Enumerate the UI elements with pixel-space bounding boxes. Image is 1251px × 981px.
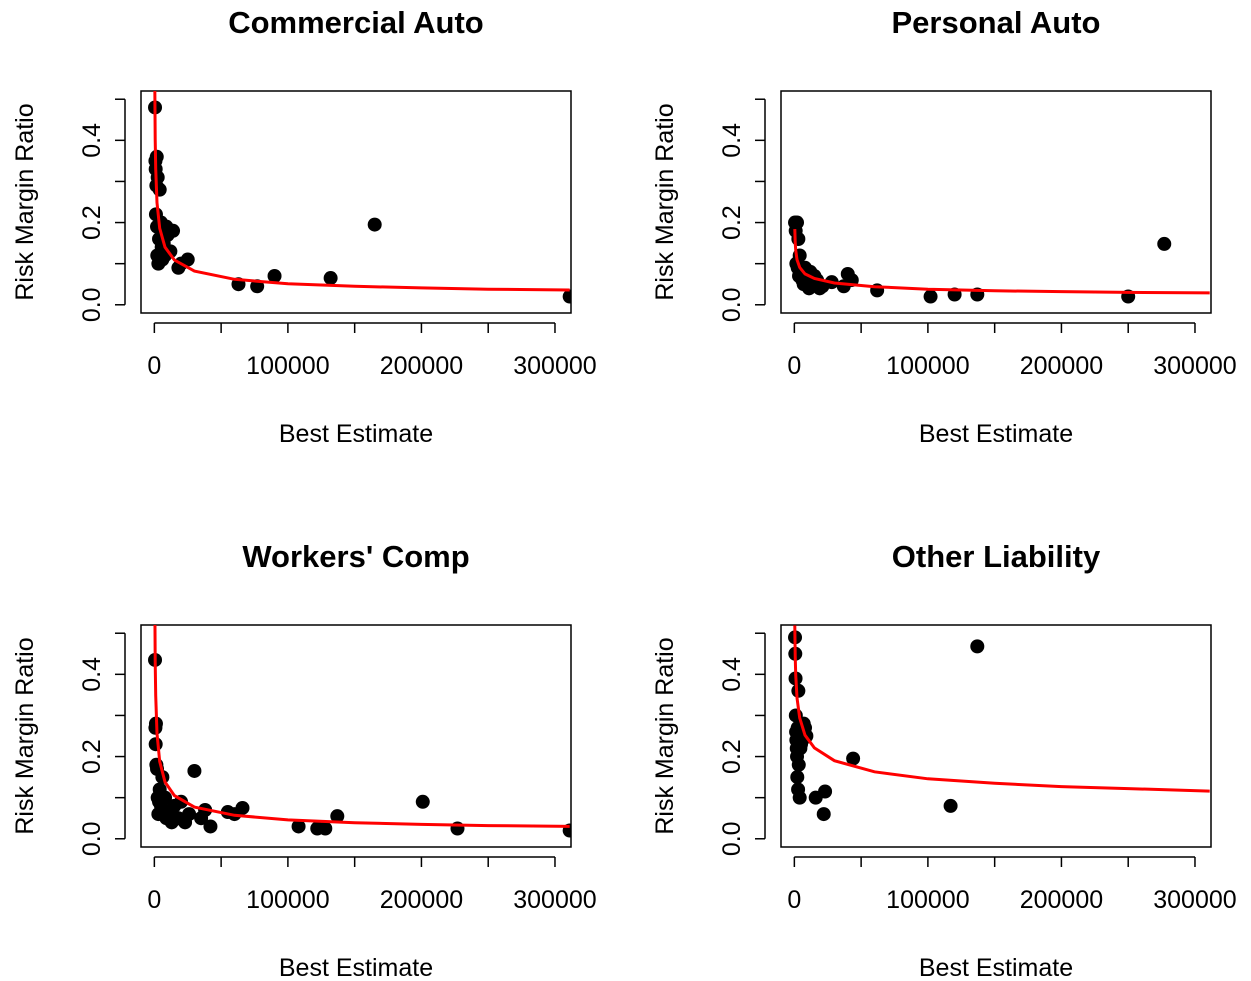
data-point — [148, 737, 163, 752]
y-tick-label: 0.0 — [78, 287, 106, 322]
x-tick-label: 200000 — [380, 352, 463, 380]
data-area — [788, 625, 1210, 822]
y-tick-label: 0.0 — [78, 821, 106, 856]
x-tick-label: 100000 — [886, 352, 969, 380]
data-area — [148, 625, 571, 838]
data-area — [788, 215, 1210, 304]
data-point — [152, 182, 167, 197]
chart-title: Personal Auto — [892, 5, 1101, 40]
chart-title: Other Liability — [892, 539, 1101, 574]
data-point — [235, 800, 250, 815]
x-tick-label: 200000 — [380, 886, 463, 914]
chart-title: Workers' Comp — [242, 539, 469, 574]
panel-other-liability: Other Liability 0 100000 200000 300000 0.0 0.2… — [651, 539, 1237, 981]
plot-frame — [780, 90, 1212, 314]
data-point — [791, 683, 806, 698]
panel-personal-auto: Personal Auto 0 100000 200000 300000 0.0 0.2 0.… — [651, 5, 1237, 448]
data-point — [323, 271, 338, 286]
data-point — [792, 790, 807, 805]
y-tick-label: 0.0 — [718, 821, 746, 856]
data-point — [158, 790, 173, 805]
fitted-curve — [153, 625, 570, 828]
data-point — [923, 289, 938, 304]
fitted-curve — [793, 625, 1210, 793]
data-point — [203, 819, 218, 834]
plot-frame — [780, 624, 1212, 848]
plot-frame — [140, 90, 572, 314]
x-tick-label: 100000 — [246, 886, 329, 914]
x-tick-label: 0 — [787, 886, 801, 914]
fitted-curve — [793, 229, 1210, 295]
data-point — [818, 784, 833, 799]
data-point — [291, 819, 306, 834]
data-point — [846, 751, 861, 766]
data-point — [562, 289, 571, 304]
data-point — [166, 223, 181, 238]
data-point — [790, 770, 805, 785]
x-tick-label: 300000 — [513, 886, 596, 914]
x-tick-label: 200000 — [1020, 886, 1103, 914]
data-point — [187, 763, 202, 778]
y-tick-label: 0.2 — [78, 205, 106, 240]
data-point — [816, 807, 831, 822]
x-tick-label: 300000 — [1153, 352, 1236, 380]
x-tick-label: 100000 — [246, 352, 329, 380]
data-point — [330, 809, 345, 824]
x-axis-label: Best Estimate — [919, 420, 1073, 448]
data-area — [148, 91, 571, 304]
x-tick-label: 200000 — [1020, 352, 1103, 380]
x-tick-label: 0 — [147, 352, 161, 380]
data-point — [970, 639, 985, 654]
y-tick-label: 0.4 — [718, 123, 746, 158]
y-axis-label: Risk Margin Ratio — [11, 103, 39, 300]
y-tick-label: 0.4 — [718, 657, 746, 692]
data-point — [267, 269, 282, 283]
data-point — [943, 798, 958, 813]
data-point — [367, 217, 382, 232]
y-tick-label: 0.4 — [78, 657, 106, 692]
y-tick-label: 0.2 — [718, 739, 746, 774]
y-axis-label: Risk Margin Ratio — [651, 637, 679, 834]
fitted-curve — [153, 91, 570, 292]
data-point — [180, 252, 195, 267]
y-tick-label: 0.2 — [78, 739, 106, 774]
plot-frame — [140, 624, 572, 848]
y-axis-label: Risk Margin Ratio — [651, 103, 679, 300]
x-tick-label: 0 — [787, 352, 801, 380]
x-tick-label: 300000 — [513, 352, 596, 380]
data-point — [318, 821, 333, 836]
data-point — [790, 215, 805, 230]
panel-commercial-auto: Commercial Auto 0 100000 200000 300000 0.0 0.2… — [11, 5, 597, 448]
data-point — [791, 757, 806, 772]
x-tick-label: 100000 — [886, 886, 969, 914]
y-tick-label: 0.0 — [718, 287, 746, 322]
data-point — [150, 170, 165, 185]
x-axis-label: Best Estimate — [279, 420, 433, 448]
data-point — [182, 807, 197, 822]
data-point — [415, 794, 430, 809]
x-tick-label: 300000 — [1153, 886, 1236, 914]
x-tick-label: 0 — [147, 886, 161, 914]
data-point — [1157, 236, 1172, 251]
x-axis-label: Best Estimate — [919, 954, 1073, 981]
y-tick-label: 0.4 — [78, 123, 106, 158]
panel-workers-comp: Workers' Comp 0 100000 200000 300000 0.0 0.2 0.… — [11, 539, 597, 981]
y-tick-label: 0.2 — [718, 205, 746, 240]
x-axis-label: Best Estimate — [279, 954, 433, 981]
y-axis-label: Risk Margin Ratio — [11, 637, 39, 834]
chart-title: Commercial Auto — [228, 5, 484, 40]
